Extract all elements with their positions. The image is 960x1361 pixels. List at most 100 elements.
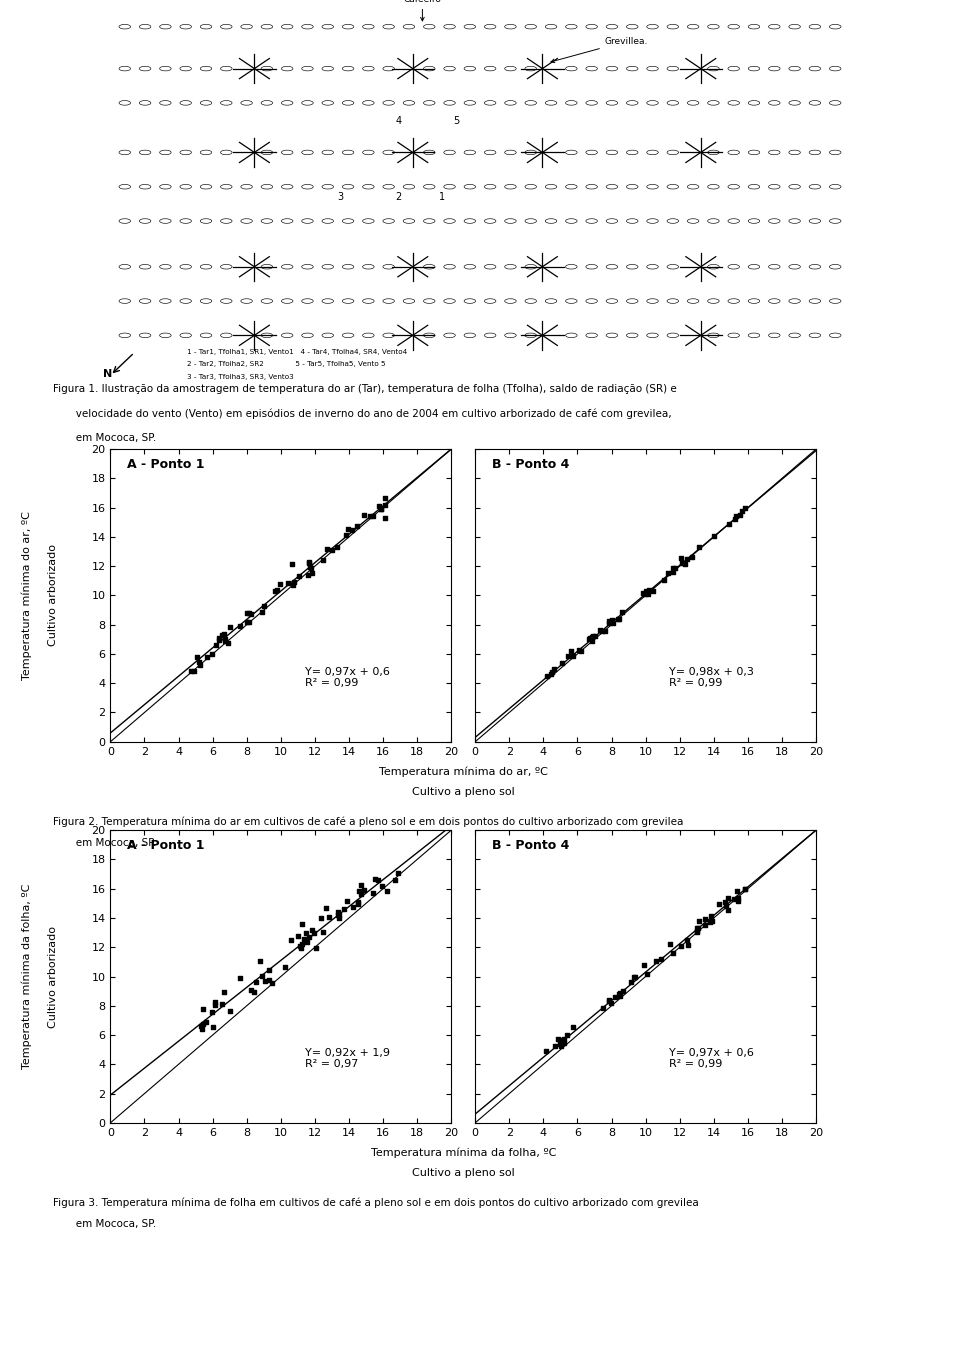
Point (243, 979, 258, 1000)
Point (217, 627, 232, 649)
Point (648, 950, 663, 972)
Point (194, 1018, 209, 1040)
Point (605, 610, 620, 632)
Point (608, 985, 623, 1007)
Point (247, 981, 262, 1003)
Point (189, 646, 204, 668)
Point (684, 546, 700, 568)
Point (730, 890, 745, 912)
Point (606, 612, 621, 634)
Point (674, 553, 689, 574)
Text: Figura 1. Ilustração da amostragem de temperatura do ar (Tar), temperatura de fo: Figura 1. Ilustração da amostragem de te… (53, 384, 677, 393)
Point (574, 640, 589, 661)
Point (356, 879, 372, 901)
Point (340, 890, 355, 912)
Point (721, 887, 736, 909)
Point (223, 617, 238, 638)
Point (689, 920, 705, 942)
Point (295, 913, 310, 935)
Text: Temperatura mínima da folha, ºC: Temperatura mínima da folha, ºC (371, 1147, 556, 1158)
Point (737, 878, 753, 900)
Point (711, 894, 727, 916)
Text: Cultivo arborizado: Cultivo arborizado (48, 925, 58, 1028)
Point (595, 996, 611, 1018)
Point (662, 934, 678, 955)
Point (377, 506, 393, 528)
Point (293, 935, 308, 957)
Point (368, 868, 383, 890)
Point (615, 980, 631, 1002)
Text: Y= 0,97x + 0,6
R² = 0,99: Y= 0,97x + 0,6 R² = 0,99 (669, 1048, 755, 1070)
Point (301, 551, 317, 573)
Text: Grevillea.: Grevillea. (551, 37, 648, 63)
Point (614, 602, 630, 623)
Point (680, 934, 695, 955)
Point (720, 900, 735, 921)
Text: em Mococa, SP.: em Mococa, SP. (53, 433, 156, 442)
Text: 4: 4 (396, 116, 401, 125)
Text: Y= 0,92x + 1,9
R² = 0,97: Y= 0,92x + 1,9 R² = 0,97 (304, 1048, 390, 1070)
Point (252, 950, 268, 972)
Point (211, 627, 227, 649)
Point (628, 966, 643, 988)
Point (200, 646, 215, 668)
Point (280, 572, 296, 593)
Point (373, 498, 389, 520)
Point (370, 868, 385, 890)
Point (217, 630, 232, 652)
Point (665, 558, 681, 580)
Point (270, 580, 285, 602)
Point (331, 904, 347, 925)
Point (297, 928, 312, 950)
Point (610, 608, 625, 630)
Point (554, 1032, 569, 1053)
Point (374, 875, 390, 897)
Text: Cultivo a pleno sol: Cultivo a pleno sol (412, 1168, 515, 1177)
Point (291, 565, 306, 587)
Point (254, 602, 270, 623)
Point (320, 538, 335, 559)
Point (697, 908, 712, 930)
Point (207, 991, 223, 1013)
Point (645, 580, 660, 602)
Point (365, 882, 380, 904)
Point (291, 925, 306, 947)
Point (553, 1036, 568, 1057)
Point (665, 561, 681, 583)
Point (217, 623, 232, 645)
Point (315, 921, 330, 943)
Point (315, 550, 330, 572)
Point (362, 505, 377, 527)
Text: Temperatura mínima do ar, ºC: Temperatura mínima do ar, ºC (379, 766, 547, 777)
Point (704, 905, 719, 927)
Point (284, 554, 300, 576)
Point (330, 901, 346, 923)
Point (737, 878, 753, 900)
Point (273, 573, 288, 595)
Text: Cafeeiro: Cafeeiro (403, 0, 442, 20)
Point (286, 574, 301, 596)
Point (391, 863, 406, 885)
Text: 2: 2 (396, 192, 401, 201)
Point (564, 1017, 580, 1038)
Text: B - Ponto 4: B - Ponto 4 (492, 838, 569, 852)
Point (223, 1000, 238, 1022)
Point (639, 964, 655, 985)
Point (721, 513, 736, 535)
Point (623, 972, 638, 994)
Point (340, 519, 355, 540)
Point (207, 994, 223, 1015)
Point (205, 1017, 221, 1038)
Point (346, 896, 361, 917)
Point (199, 1011, 214, 1033)
Text: velocidade do vento (Vento) em episódios de inverno do ano de 2004 em cultivo ar: velocidade do vento (Vento) em episódios… (53, 408, 671, 419)
Point (554, 652, 569, 674)
Point (612, 983, 627, 1004)
Text: N: N (103, 369, 112, 380)
Point (261, 960, 276, 981)
Point (301, 551, 317, 573)
Point (377, 487, 393, 509)
Point (726, 889, 741, 911)
Point (299, 931, 314, 953)
Point (734, 501, 750, 523)
